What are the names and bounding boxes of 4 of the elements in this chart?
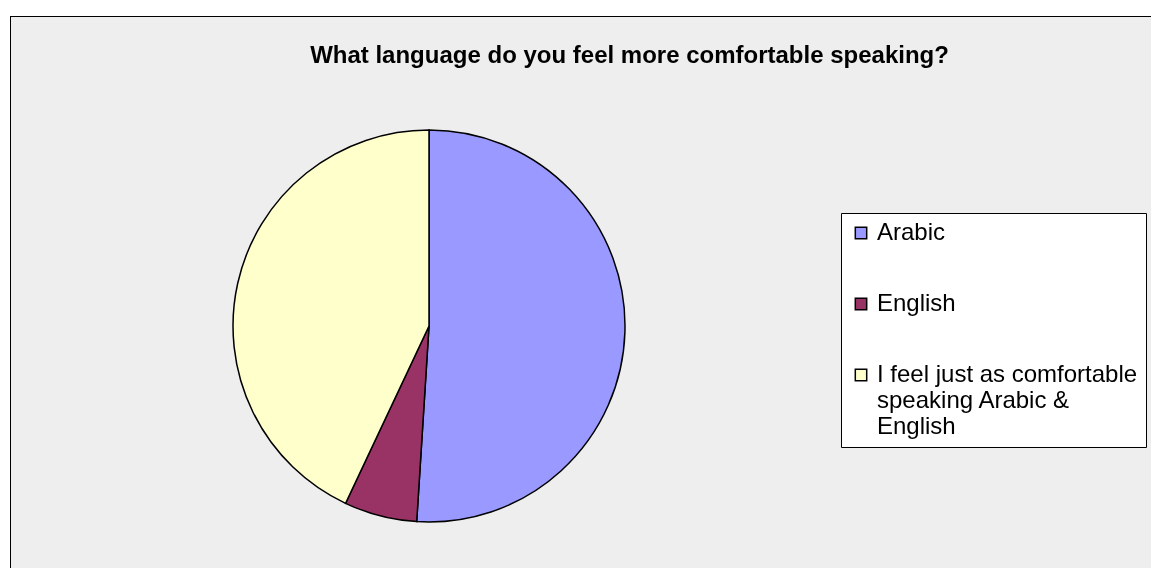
legend-label: Arabic — [877, 218, 946, 245]
legend-label: I feel just as comfortable speaking Arabic & English — [877, 360, 1138, 439]
chart-title: What language do you feel more comfortable speaking? — [310, 41, 949, 68]
legend-label: English — [877, 289, 956, 316]
